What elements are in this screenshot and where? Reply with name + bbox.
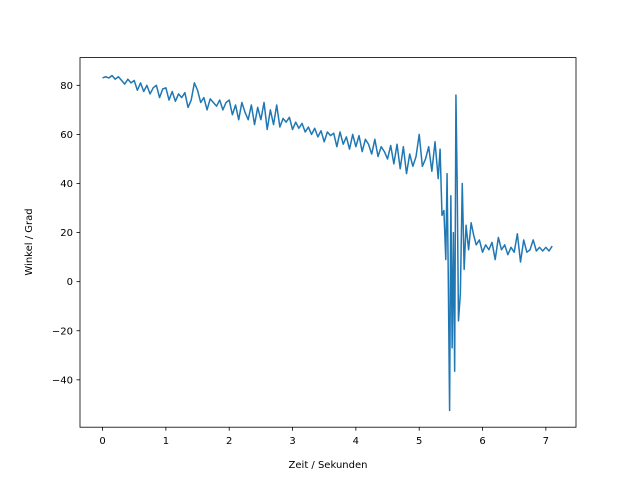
y-tick-label: 80 xyxy=(60,81,73,92)
y-tick-label: −40 xyxy=(52,375,73,386)
plot-frame xyxy=(79,57,577,428)
x-axis-label: Zeit / Sekunden xyxy=(289,460,368,471)
y-tick-label: −20 xyxy=(52,326,73,337)
x-tick-label: 0 xyxy=(99,436,105,447)
x-tick-label: 3 xyxy=(289,436,295,447)
y-axis-label: Winkel / Grad xyxy=(24,208,35,275)
y-tick-label: 60 xyxy=(60,130,73,141)
y-tick-label: 0 xyxy=(67,277,73,288)
y-tick-label: 20 xyxy=(60,228,73,239)
line xyxy=(102,74,553,412)
x-tick-label: 2 xyxy=(226,436,232,447)
x-tick-label: 1 xyxy=(163,436,169,447)
x-tick-label: 6 xyxy=(479,436,485,447)
x-tick-label: 4 xyxy=(353,436,359,447)
x-tick-label: 5 xyxy=(416,436,422,447)
x-tick-label: 7 xyxy=(543,436,549,447)
y-tick-label: 40 xyxy=(60,179,73,190)
